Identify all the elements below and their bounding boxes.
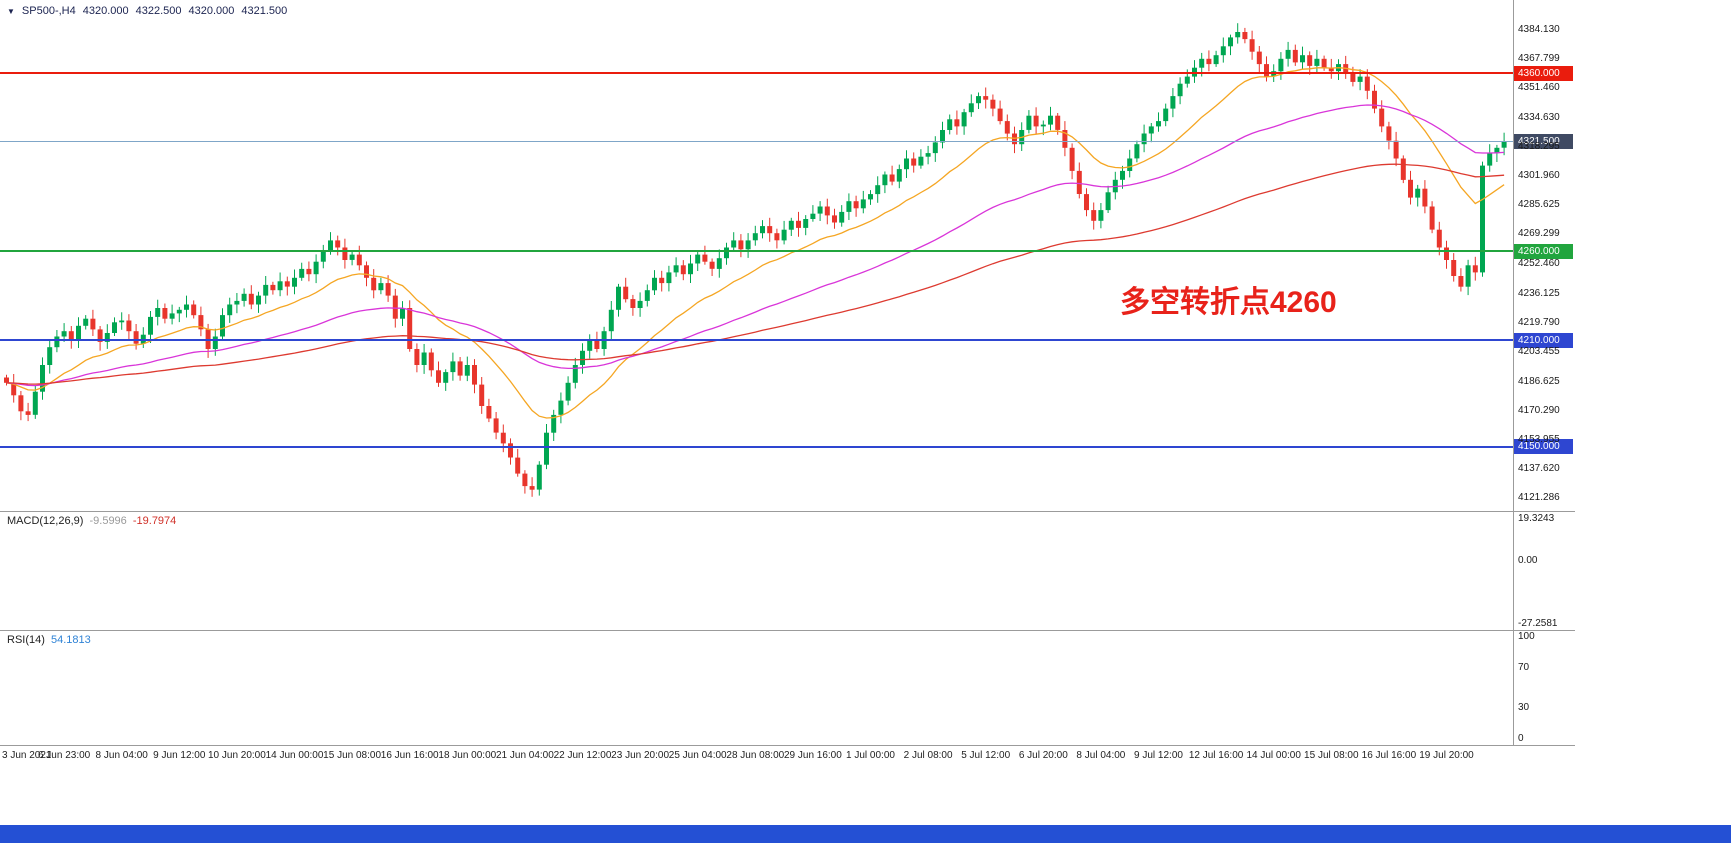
taskbar[interactable] [0, 825, 1731, 843]
symbol-timeframe-label: SP500-,H4 [21, 5, 76, 17]
price-axis-label: 4285.625 [1518, 199, 1560, 211]
price-axis-label: 4153.955 [1518, 433, 1560, 445]
rsi-axis-label: 70 [1518, 661, 1530, 673]
rsi-indicator-chart[interactable] [0, 631, 1513, 745]
price-axis-label: 4334.630 [1518, 112, 1560, 124]
rsi-axis-label: 0 [1518, 733, 1524, 744]
price-axis-label: 4252.460 [1518, 258, 1560, 270]
chart-title-overlay: ▼ SP500-,H4 4320.000 4322.500 4320.000 4… [7, 5, 287, 17]
panel-separator [0, 630, 1575, 631]
chevron-down-icon[interactable]: ▼ [7, 6, 15, 16]
rsi-title: RSI(14) [7, 634, 45, 646]
time-axis-label: 9 Jul 12:00 [1134, 750, 1183, 761]
time-axis-label: 9 Jun 12:00 [153, 750, 206, 761]
rsi-value: 54.1813 [50, 634, 91, 646]
price-axis-label: 4367.799 [1518, 53, 1560, 65]
time-axis-label: 25 Jun 04:00 [668, 750, 727, 761]
hline-4260.000[interactable] [0, 250, 1513, 253]
macd-indicator-chart[interactable] [0, 512, 1513, 630]
time-axis-label: 28 Jun 08:00 [726, 750, 785, 761]
time-axis-label: 2 Jul 08:00 [903, 750, 953, 761]
macd-main-value: -9.5996 [89, 515, 127, 527]
time-axis-label: 16 Jun 16:00 [380, 750, 439, 761]
price-badge-4150.000: 4150.000 [1514, 439, 1573, 455]
time-axis-label: 29 Jun 16:00 [783, 750, 842, 761]
hline-4150.000[interactable] [0, 445, 1513, 448]
price-axis-label: 4203.455 [1518, 345, 1560, 357]
price-axis-label: 4137.620 [1518, 462, 1560, 474]
price-axis-label: 4318.295 [1518, 141, 1560, 153]
hline-4321.500[interactable] [0, 141, 1513, 143]
time-axis-label: 21 Jun 04:00 [495, 750, 554, 761]
hline-4360.000[interactable] [0, 72, 1513, 74]
price-axis-label: 4384.130 [1518, 24, 1560, 36]
macd-title: MACD(12,26,9) [7, 515, 84, 527]
price-axis-label: 4170.290 [1518, 404, 1560, 416]
price-axis-label: 4269.299 [1518, 228, 1560, 240]
rsi-axis-label: 30 [1518, 702, 1530, 714]
time-axis-label: 12 Jul 16:00 [1188, 750, 1244, 761]
time-axis-label: 6 Jul 20:00 [1018, 750, 1068, 761]
time-axis-label: 18 Jun 00:00 [438, 750, 497, 761]
macd-signal-value: -19.7974 [132, 515, 177, 527]
time-axis-label: 6 Jun 23:00 [37, 750, 91, 761]
ohlc-open: 4320.000 [82, 5, 129, 17]
candlestick-chart[interactable] [0, 0, 1513, 511]
panel-separator [0, 745, 1575, 746]
time-axis-label: 19 Jul 20:00 [1419, 750, 1474, 761]
macd-axis-label: -27.2581 [1518, 617, 1558, 629]
price-badge-4360.000: 4360.000 [1514, 65, 1573, 81]
ohlc-low: 4320.000 [188, 5, 235, 17]
price-axis-label: 4186.625 [1518, 375, 1560, 387]
ohlc-close: 4321.500 [241, 5, 288, 17]
time-axis-label: 15 Jun 08:00 [323, 750, 382, 761]
annotation-text: 多空转折点4260 [1120, 286, 1337, 319]
macd-indicator-label: MACD(12,26,9) -9.5996 -19.7974 [7, 515, 176, 527]
time-axis-label: 22 Jun 12:00 [553, 750, 612, 761]
price-axis-label: 4236.125 [1518, 287, 1560, 299]
price-axis-label: 4351.460 [1518, 82, 1560, 94]
time-axis-label: 23 Jun 20:00 [611, 750, 670, 761]
time-axis-label: 1 Jul 00:00 [846, 750, 895, 761]
axis-separator [1513, 0, 1514, 745]
time-axis-label: 8 Jun 04:00 [95, 750, 148, 761]
time-axis-label: 15 Jul 08:00 [1304, 750, 1359, 761]
time-axis-label: 16 Jul 16:00 [1361, 750, 1417, 761]
time-axis-label: 5 Jul 12:00 [961, 750, 1011, 761]
time-axis-label: 8 Jul 04:00 [1076, 750, 1126, 761]
macd-axis-label: 0.00 [1518, 554, 1538, 566]
rsi-axis-label: 100 [1518, 631, 1535, 642]
macd-axis-label: 19.3243 [1518, 513, 1555, 524]
time-axis-label: 10 Jun 20:00 [207, 750, 266, 761]
price-badge-4321.500: 4321.500 [1514, 134, 1573, 150]
panel-separator [0, 511, 1575, 512]
price-axis-label: 4301.960 [1518, 170, 1560, 182]
price-axis-label: 4121.286 [1518, 492, 1560, 504]
time-axis-label: 14 Jun 00:00 [265, 750, 324, 761]
ohlc-high: 4322.500 [135, 5, 182, 17]
price-axis-label: 4219.790 [1518, 316, 1560, 328]
price-badge-4210.000: 4210.000 [1514, 332, 1573, 348]
time-axis-label: 3 Jun 2021 [2, 750, 52, 761]
hline-4210.000[interactable] [0, 339, 1513, 342]
time-axis-label: 14 Jul 00:00 [1246, 750, 1301, 761]
rsi-indicator-label: RSI(14) 54.1813 [7, 634, 91, 646]
price-badge-4260.000: 4260.000 [1514, 243, 1573, 259]
